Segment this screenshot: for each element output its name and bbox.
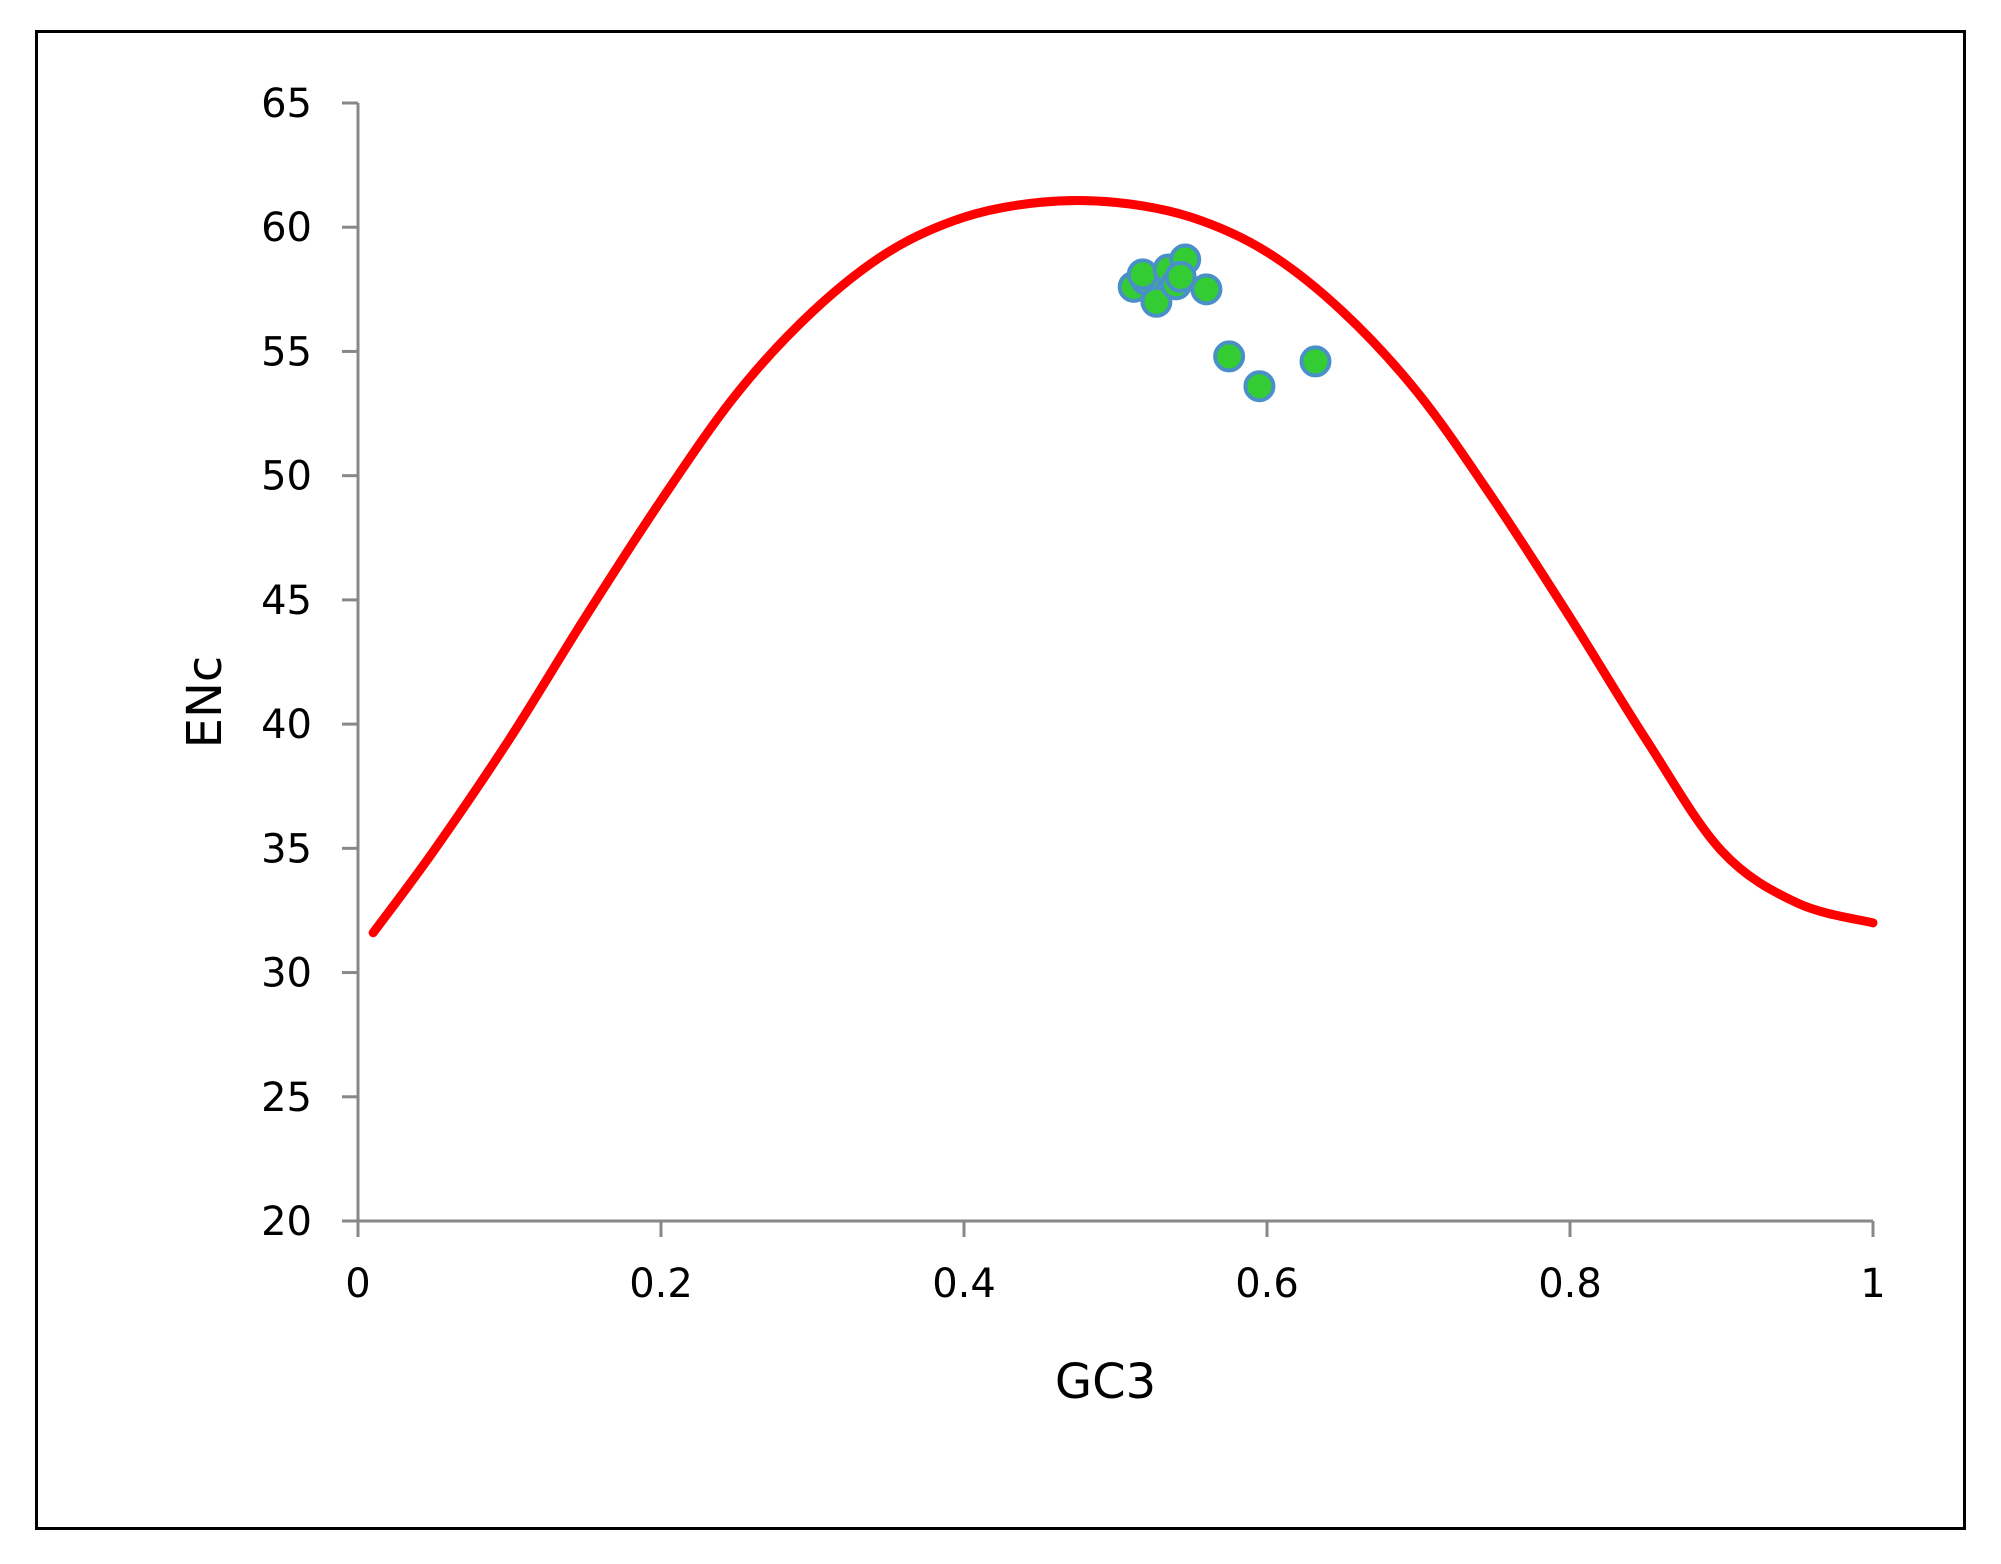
gene-points [1117,243,1332,403]
y-ticks: 20 25 30 35 40 45 50 55 60 65 [261,81,358,1245]
data-point [1164,260,1197,293]
data-point [1243,370,1276,403]
y-tick-label: 30 [261,951,312,997]
data-point [1213,340,1246,373]
y-tick-label: 65 [261,81,312,127]
x-tick-label: 1 [1860,1261,1885,1307]
x-axis-title: GC3 [1055,1354,1156,1410]
x-tick-label: 0.8 [1538,1261,1602,1307]
data-point [1140,285,1173,318]
y-axis-title: ENc [177,656,233,749]
data-point [1190,273,1223,306]
x-tick-label: 0.2 [629,1261,693,1307]
y-tick-label: 40 [261,702,312,748]
y-tick-label: 60 [261,205,312,251]
y-tick-label: 35 [261,826,312,872]
x-tick-label: 0.4 [932,1261,996,1307]
expected-enc-curve [368,196,1878,938]
data-point [1126,258,1159,291]
x-tick-label: 0.6 [1235,1261,1299,1307]
axes [356,103,1873,1223]
x-ticks: 0 0.2 0.4 0.6 0.8 1 [345,1221,1886,1307]
y-tick-label: 50 [261,454,312,500]
y-tick-label: 55 [261,329,312,375]
chart-frame: 20 25 30 35 40 45 50 55 60 65 0 0.2 0.4 0.6 0.8 1 GC3 … [35,30,1966,1530]
y-tick-label: 20 [261,1199,312,1245]
y-tick-label: 45 [261,578,312,624]
x-tick-label: 0 [345,1261,370,1307]
y-tick-label: 25 [261,1075,312,1121]
data-point [1299,345,1332,378]
